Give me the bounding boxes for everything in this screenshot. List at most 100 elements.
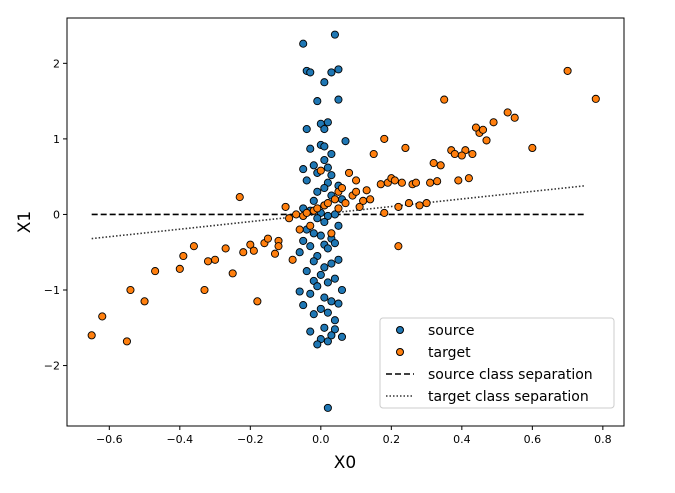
target-point xyxy=(376,180,385,189)
target-point xyxy=(327,229,336,238)
source-point xyxy=(330,325,339,334)
source-point xyxy=(313,187,322,196)
y-tick-label: 0 xyxy=(53,208,60,221)
source-point xyxy=(299,236,308,245)
x-tick-label: −0.4 xyxy=(166,433,193,446)
source-point xyxy=(316,231,325,240)
target-point xyxy=(263,234,272,243)
target-point xyxy=(362,186,371,195)
target-point xyxy=(436,161,445,170)
target-point xyxy=(355,202,364,211)
target-point xyxy=(175,264,184,273)
target-point xyxy=(489,118,498,127)
target-point xyxy=(274,242,283,251)
target-point xyxy=(415,201,424,210)
target-point xyxy=(239,248,248,257)
source-point xyxy=(302,176,311,185)
target-point xyxy=(528,143,537,153)
x-axis-label: X0 xyxy=(334,453,356,473)
target-point xyxy=(221,244,230,253)
source-point xyxy=(302,125,311,134)
source-point xyxy=(320,323,329,332)
target-point xyxy=(352,187,361,196)
target-point xyxy=(292,210,301,219)
source-point xyxy=(299,39,308,48)
source-point xyxy=(337,285,347,295)
x-tick-label: 0.8 xyxy=(594,433,612,446)
source-point xyxy=(320,217,329,227)
y-axis-label: X1 xyxy=(15,211,35,233)
target-point xyxy=(478,125,488,134)
source-point xyxy=(334,255,343,264)
target-point xyxy=(337,183,347,193)
source-point xyxy=(306,68,315,77)
target-point xyxy=(394,242,403,251)
target-point xyxy=(246,240,255,249)
target-point xyxy=(344,168,354,177)
source-point xyxy=(313,214,322,223)
source-point xyxy=(337,332,347,341)
y-tick-label: 2 xyxy=(53,57,60,70)
legend: source target source class separation ta… xyxy=(379,317,615,409)
x-tick-label: −0.2 xyxy=(237,433,264,446)
source-point xyxy=(309,310,318,319)
target-point xyxy=(211,255,220,264)
source-point xyxy=(323,337,332,346)
source-point xyxy=(323,244,332,253)
source-point xyxy=(306,289,315,298)
legend-label-target: target xyxy=(428,345,471,361)
source-point xyxy=(323,403,332,412)
source-point xyxy=(309,257,318,266)
target-point xyxy=(369,149,378,159)
source-point xyxy=(330,30,339,39)
target-point xyxy=(270,249,280,258)
target-point xyxy=(440,95,449,104)
source-point xyxy=(306,327,315,336)
target-point xyxy=(98,312,107,321)
target-point xyxy=(397,178,406,187)
source-point xyxy=(299,165,308,174)
source-point xyxy=(320,263,329,272)
target-point xyxy=(249,246,258,255)
y-tick-label: −2 xyxy=(44,360,60,373)
source-point xyxy=(327,68,336,77)
target-point xyxy=(334,204,343,213)
target-point xyxy=(468,149,477,159)
target-point xyxy=(151,267,160,276)
x-tick-label: 0.6 xyxy=(524,433,542,446)
data-points xyxy=(87,30,600,412)
target-point xyxy=(482,136,491,145)
legend-label-target-separation: target class separation xyxy=(428,389,589,405)
target-point xyxy=(189,242,198,251)
source-point xyxy=(320,142,329,151)
target-point xyxy=(285,214,294,223)
target-point xyxy=(295,225,304,234)
source-point xyxy=(323,308,332,317)
target-point xyxy=(454,176,463,185)
target-point xyxy=(288,255,297,264)
source-point xyxy=(295,248,304,257)
target-point xyxy=(323,199,332,208)
target-point xyxy=(433,177,442,186)
source-point xyxy=(313,97,322,106)
source-point xyxy=(323,163,332,172)
source-point xyxy=(327,171,336,180)
target-point xyxy=(366,195,375,204)
source-point xyxy=(334,65,343,74)
source-point xyxy=(334,221,343,230)
target-point xyxy=(359,196,368,205)
source-point xyxy=(327,149,336,159)
target-class-separation-line xyxy=(91,184,586,240)
y-tick-label: 1 xyxy=(53,133,60,146)
legend-label-source: source xyxy=(428,323,475,339)
source-point xyxy=(323,211,332,221)
source-point xyxy=(309,161,318,170)
target-point xyxy=(140,297,149,306)
target-point xyxy=(228,269,237,278)
target-point xyxy=(401,143,410,153)
target-point xyxy=(426,178,435,187)
target-point xyxy=(464,174,473,183)
source-point xyxy=(309,196,318,205)
